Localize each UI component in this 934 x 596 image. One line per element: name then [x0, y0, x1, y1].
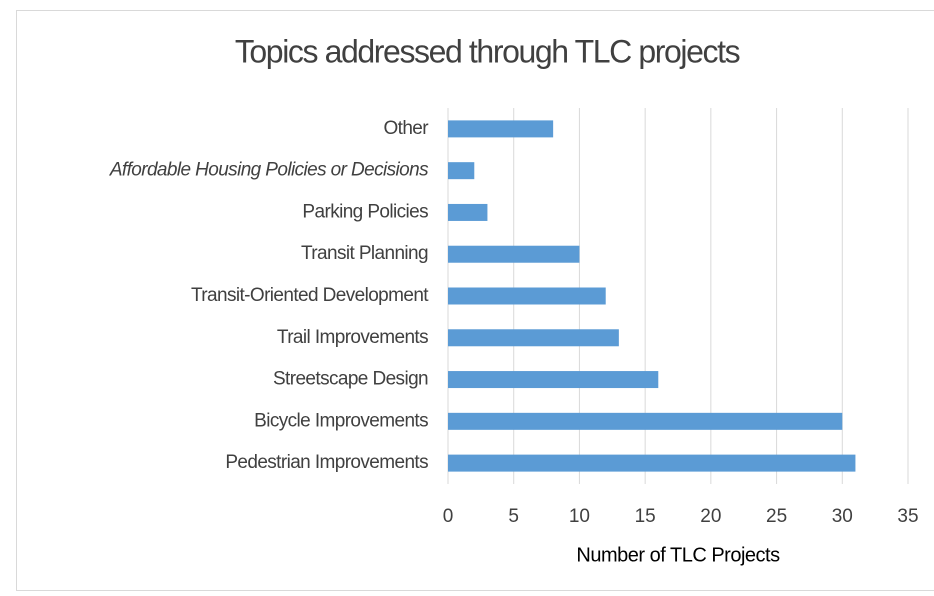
- y-tick-label: Pedestrian Improvements: [225, 452, 428, 473]
- bar: [448, 120, 554, 138]
- bar: [448, 454, 856, 472]
- bar: [448, 329, 619, 347]
- x-tick-label: 10: [569, 506, 590, 527]
- bar: [448, 162, 475, 180]
- x-tick-label: 20: [700, 506, 721, 527]
- y-tick-label: Affordable Housing Policies or Decisions: [109, 160, 429, 181]
- y-tick-label: Parking Policies: [302, 201, 428, 222]
- chart-title: Topics addressed through TLC projects: [235, 33, 740, 69]
- y-tick-label: Transit-Oriented Development: [191, 285, 429, 306]
- y-tick-label: Other: [383, 118, 429, 139]
- x-axis-label: Number of TLC Projects: [576, 544, 780, 566]
- bar: [448, 371, 659, 389]
- y-tick-label: Trail Improvements: [277, 327, 428, 348]
- y-tick-label: Transit Planning: [301, 243, 428, 264]
- x-tick-label: 5: [508, 506, 519, 527]
- bar: [448, 287, 606, 305]
- bar: [448, 245, 580, 263]
- x-tick-label: 30: [832, 506, 853, 527]
- x-tick-label: 35: [897, 506, 918, 527]
- x-tick-label: 25: [766, 506, 787, 527]
- x-tick-label: 15: [635, 506, 656, 527]
- y-tick-label: Streetscape Design: [273, 369, 428, 390]
- x-tick-label: 0: [443, 506, 454, 527]
- bar: [448, 412, 843, 430]
- y-tick-label: Bicycle Improvements: [254, 410, 428, 431]
- bar: [448, 203, 488, 221]
